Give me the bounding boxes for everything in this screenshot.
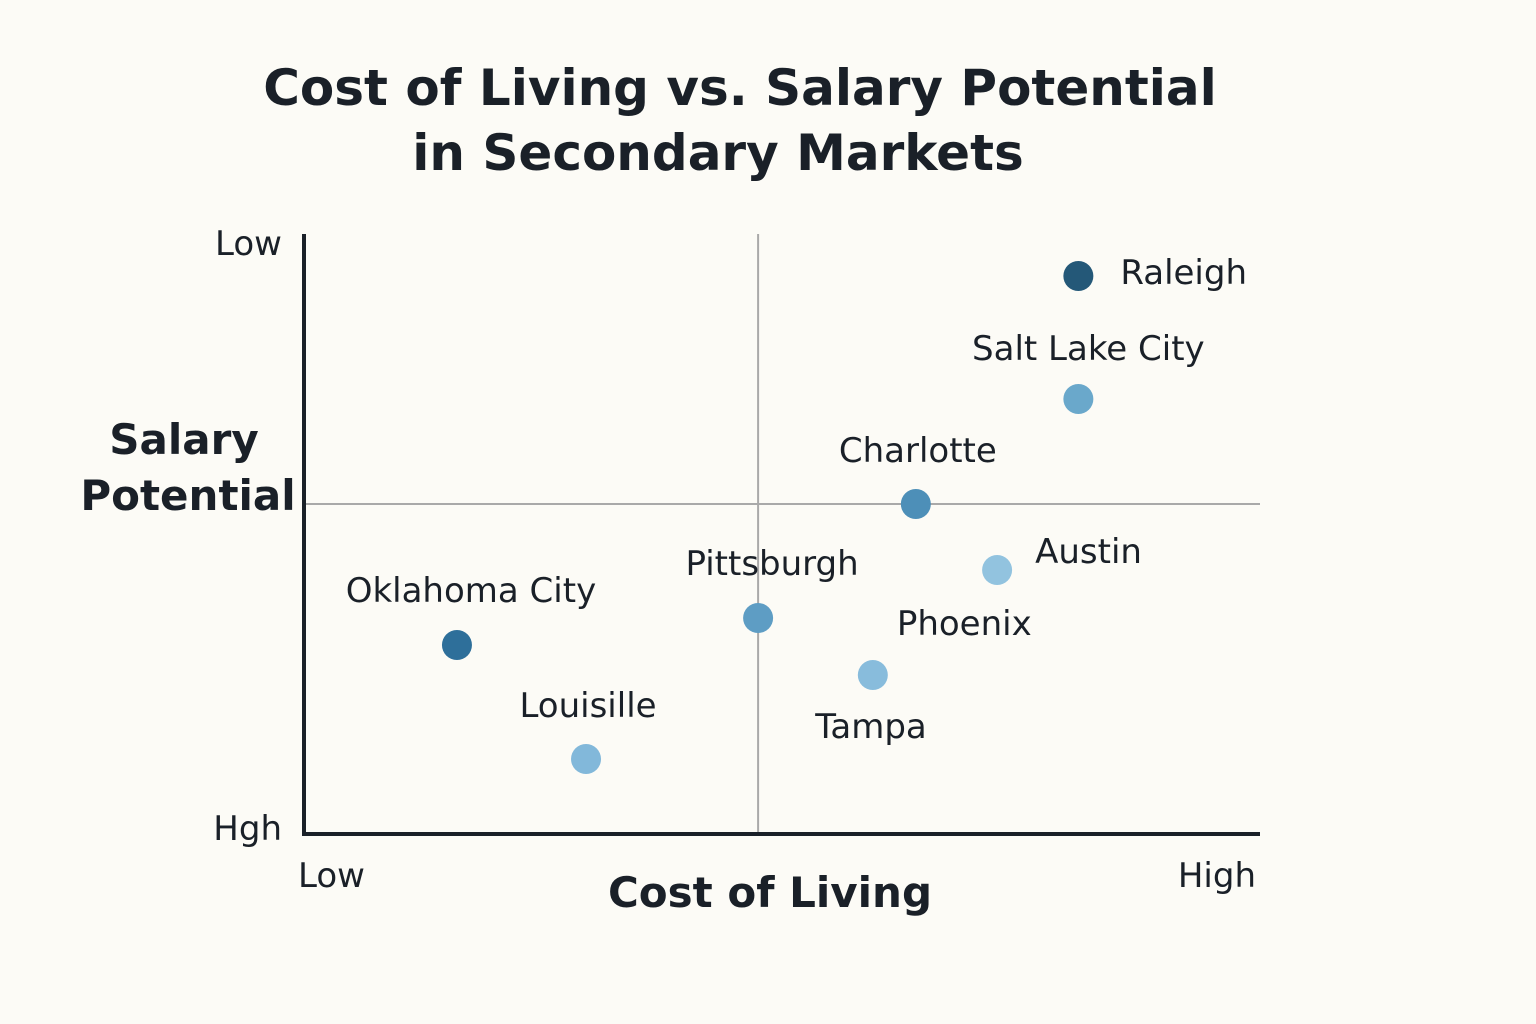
chart-title: Cost of Living vs. Salary Potential [263,59,1217,117]
x-tick-right: High [1178,856,1256,896]
x-axis-title: Cost of Living [608,868,932,917]
x-tick-left: Low [298,856,365,896]
point-phoenix [857,660,888,690]
point-oklahoma-city [441,630,472,660]
point-charlotte [900,489,931,519]
label-pittsburgh: Pittsburgh [685,544,858,584]
points-layer: Raleigh Salt Lake City Charlotte Austin Pitt… [346,253,1247,774]
label-phoenix: Phoenix [897,604,1032,644]
label-louisille: Louisille [519,686,656,726]
label-charlotte: Charlotte [839,431,997,471]
chart-subtitle: in Secondary Markets [412,124,1023,182]
point-louisille [571,744,602,774]
label-tampa: Tampa [814,707,927,747]
point-austin [982,555,1013,585]
label-raleigh: Raleigh [1120,253,1247,293]
label-austin: Austin [1035,532,1142,572]
y-axis-title-line1: Salary [109,415,258,464]
point-pittsburgh [743,603,774,633]
y-tick-bottom: Hgh [213,809,282,849]
label-salt-lake-city: Salt Lake City [972,329,1205,369]
y-tick-top: Low [215,224,282,264]
label-oklahoma-city: Oklahoma City [346,571,596,611]
y-axis-title-line2: Potential [80,471,295,520]
point-salt-lake-city [1063,384,1094,414]
point-raleigh [1063,261,1094,291]
